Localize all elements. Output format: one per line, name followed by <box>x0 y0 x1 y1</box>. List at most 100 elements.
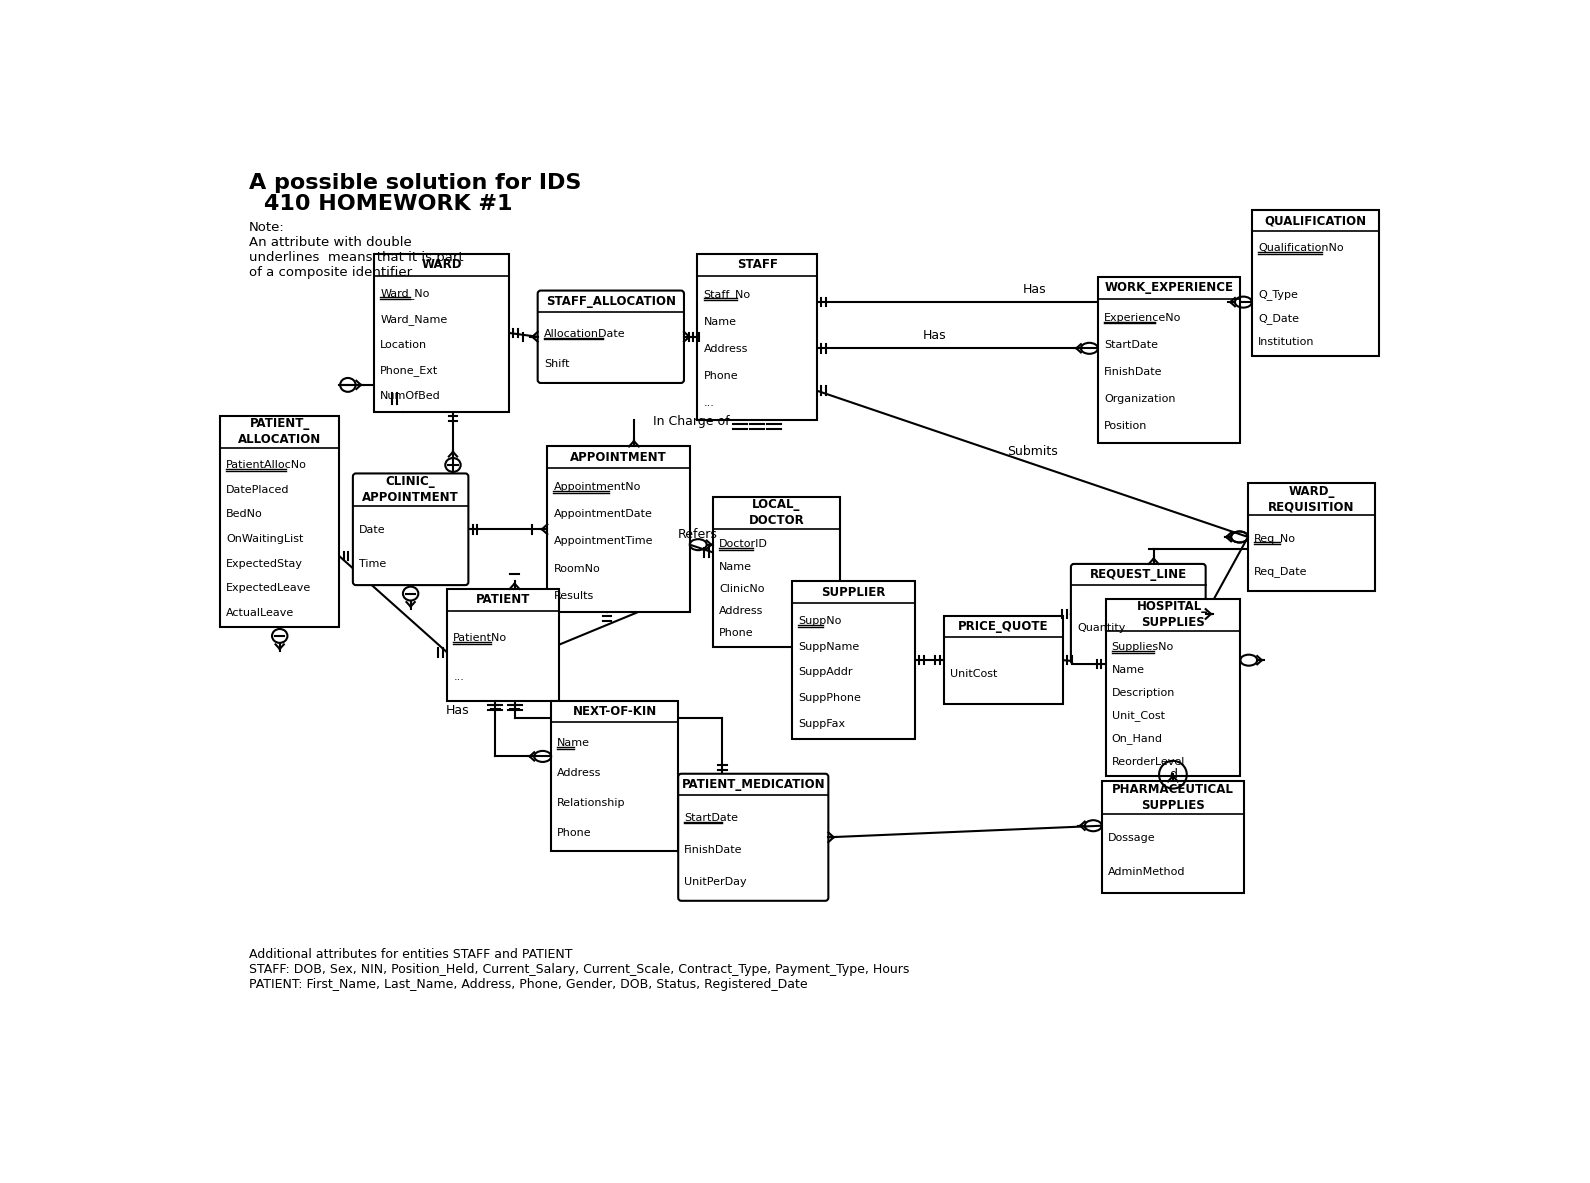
Text: Quantity: Quantity <box>1076 622 1126 633</box>
Text: NumOfBed: NumOfBed <box>380 392 440 401</box>
Text: Results: Results <box>553 590 593 601</box>
Text: Name: Name <box>1111 665 1145 675</box>
Text: AppointmentTime: AppointmentTime <box>553 536 653 547</box>
Bar <box>1251 209 1379 356</box>
Text: Address: Address <box>704 344 747 354</box>
Text: SuppPhone: SuppPhone <box>798 693 860 703</box>
Text: Phone_Ext: Phone_Ext <box>380 366 439 376</box>
Text: SUPPLIER: SUPPLIER <box>820 586 886 599</box>
Text: SUPPLIES: SUPPLIES <box>1142 616 1205 629</box>
Text: Phone: Phone <box>704 371 738 381</box>
Text: UnitCost: UnitCost <box>949 668 997 679</box>
Text: QUALIFICATION: QUALIFICATION <box>1264 214 1366 227</box>
Text: PATIENT: PATIENT <box>475 593 529 606</box>
Text: PatientAllocNo: PatientAllocNo <box>226 460 307 470</box>
Text: AllocationDate: AllocationDate <box>544 329 625 338</box>
Text: SuppliesNo: SuppliesNo <box>1111 642 1173 652</box>
Text: ...: ... <box>453 672 464 683</box>
Bar <box>219 415 339 627</box>
Text: Name: Name <box>558 738 590 748</box>
Text: ...: ... <box>704 399 714 408</box>
Bar <box>712 497 840 647</box>
Text: DatePlaced: DatePlaced <box>226 485 289 494</box>
Text: Staff_No: Staff_No <box>704 289 750 300</box>
Text: BedNo: BedNo <box>226 510 262 519</box>
Text: WORK_EXPERIENCE: WORK_EXPERIENCE <box>1105 282 1234 295</box>
Text: OnWaitingList: OnWaitingList <box>226 534 304 544</box>
Text: Refers: Refers <box>677 528 717 541</box>
Text: ExpectedStay: ExpectedStay <box>226 558 304 569</box>
Text: QualificationNo: QualificationNo <box>1258 243 1344 253</box>
Text: LOCAL_: LOCAL_ <box>752 498 800 511</box>
Text: FinishDate: FinishDate <box>1103 367 1162 377</box>
Text: DoctorID: DoctorID <box>719 539 768 549</box>
Bar <box>1248 483 1375 590</box>
Text: Time: Time <box>359 560 386 569</box>
Text: Note:
An attribute with double
underlines  means that it is part
of a composite : Note: An attribute with double underline… <box>250 221 464 279</box>
Bar <box>698 254 817 420</box>
Text: Description: Description <box>1111 689 1175 698</box>
Text: APPOINTMENT: APPOINTMENT <box>571 451 666 464</box>
Text: REQUISITION: REQUISITION <box>1269 500 1355 513</box>
Bar <box>547 446 690 612</box>
Text: DOCTOR: DOCTOR <box>749 515 805 528</box>
FancyBboxPatch shape <box>1072 564 1205 664</box>
Text: PATIENT_: PATIENT_ <box>250 418 310 431</box>
Text: Additional attributes for entities STAFF and PATIENT
STAFF: DOB, Sex, NIN, Posit: Additional attributes for entities STAFF… <box>250 949 909 991</box>
Text: Phone: Phone <box>558 828 591 838</box>
Text: Has: Has <box>922 329 946 342</box>
Text: SuppName: SuppName <box>798 641 859 652</box>
Text: ActualLeave: ActualLeave <box>226 608 294 618</box>
Text: Position: Position <box>1103 421 1148 432</box>
Text: Dossage: Dossage <box>1108 833 1156 843</box>
Text: Phone: Phone <box>719 628 754 639</box>
Text: Relationship: Relationship <box>558 797 626 808</box>
Text: Organization: Organization <box>1103 394 1175 405</box>
FancyBboxPatch shape <box>679 774 828 900</box>
Text: In Charge of: In Charge of <box>653 415 730 428</box>
Bar <box>1102 782 1243 893</box>
Text: Name: Name <box>719 562 752 571</box>
Text: Location: Location <box>380 340 428 350</box>
Text: SuppAddr: SuppAddr <box>798 667 852 677</box>
Text: Req_Date: Req_Date <box>1255 565 1307 576</box>
Text: HOSPITAL_: HOSPITAL_ <box>1137 600 1208 613</box>
Text: Name: Name <box>704 317 736 327</box>
Text: PATIENT_MEDICATION: PATIENT_MEDICATION <box>682 778 825 791</box>
Text: StartDate: StartDate <box>1103 340 1158 350</box>
FancyBboxPatch shape <box>353 473 469 586</box>
Text: PatientNo: PatientNo <box>453 633 507 642</box>
Text: Institution: Institution <box>1258 337 1315 347</box>
Text: NEXT-OF-KIN: NEXT-OF-KIN <box>572 705 657 718</box>
Text: Address: Address <box>719 606 763 616</box>
Text: AppointmentDate: AppointmentDate <box>553 509 652 519</box>
Text: ClinicNo: ClinicNo <box>719 584 765 594</box>
Text: ReorderLevel: ReorderLevel <box>1111 757 1185 767</box>
Text: Ward_Name: Ward_Name <box>380 313 447 324</box>
Text: SUPPLIES: SUPPLIES <box>1142 800 1205 813</box>
Text: RoomNo: RoomNo <box>553 563 599 574</box>
Text: Unit_Cost: Unit_Cost <box>1111 711 1165 722</box>
Text: Q_Date: Q_Date <box>1258 313 1299 324</box>
Bar <box>1105 599 1240 776</box>
Bar <box>944 616 1064 704</box>
Bar <box>374 254 509 412</box>
Text: FinishDate: FinishDate <box>684 845 743 854</box>
Text: On_Hand: On_Hand <box>1111 733 1162 744</box>
Text: WARD_: WARD_ <box>1288 485 1334 498</box>
Text: REQUEST_LINE: REQUEST_LINE <box>1089 568 1186 581</box>
FancyBboxPatch shape <box>537 291 684 383</box>
Text: 410 HOMEWORK #1: 410 HOMEWORK #1 <box>264 194 514 214</box>
Text: Shift: Shift <box>544 360 569 369</box>
Text: StartDate: StartDate <box>684 813 738 822</box>
Text: Address: Address <box>558 768 601 778</box>
Text: Ward_No: Ward_No <box>380 289 429 299</box>
Text: PHARMACEUTICAL: PHARMACEUTICAL <box>1111 783 1234 796</box>
Bar <box>447 589 558 700</box>
Bar <box>792 581 914 739</box>
Bar <box>1097 277 1240 442</box>
Text: Date: Date <box>359 525 386 535</box>
Text: WARD: WARD <box>421 258 461 271</box>
Text: CLINIC_: CLINIC_ <box>386 476 436 489</box>
Text: AppointmentNo: AppointmentNo <box>553 483 641 492</box>
